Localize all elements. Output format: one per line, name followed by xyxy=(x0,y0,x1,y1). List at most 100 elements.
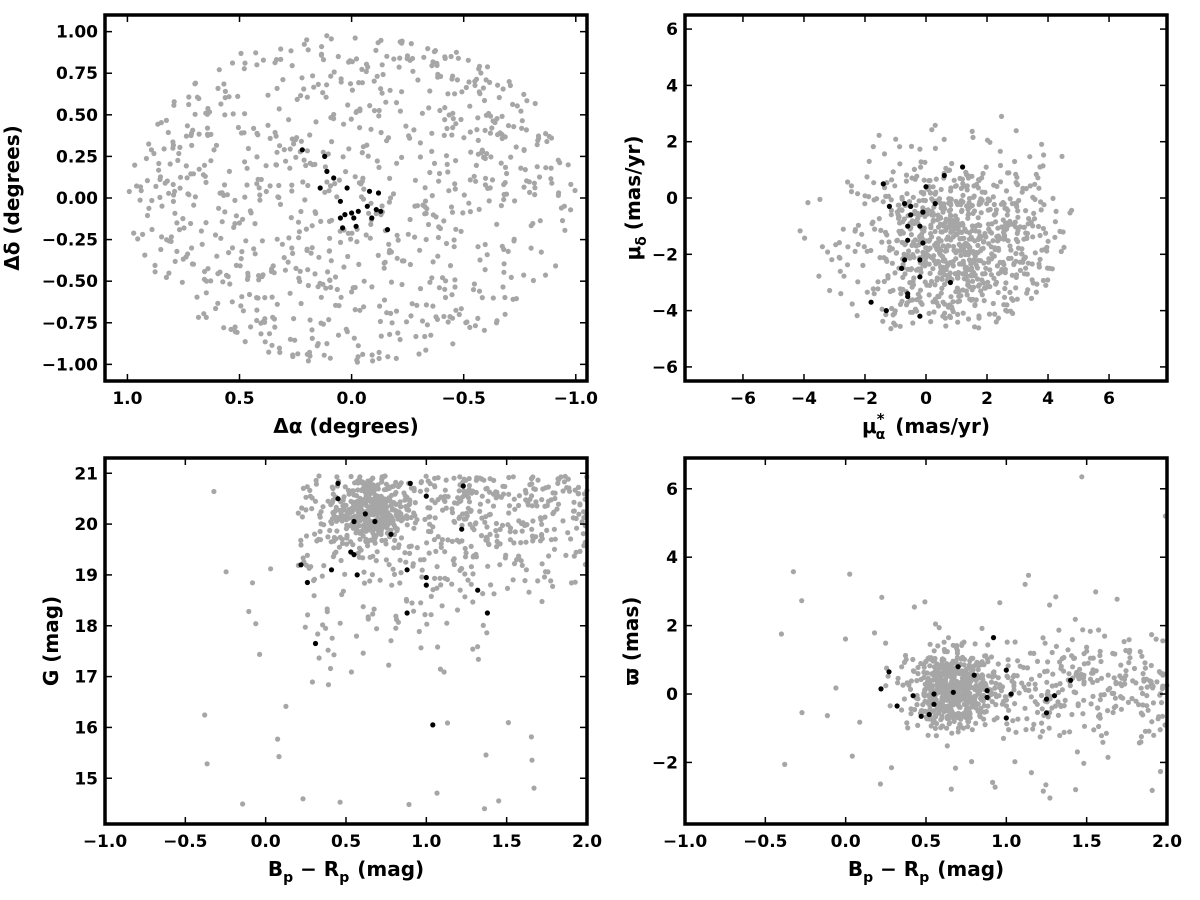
field-star-point xyxy=(153,183,159,189)
field-star-point xyxy=(436,285,442,291)
field-star-point xyxy=(1002,270,1008,276)
field-star-point xyxy=(502,164,509,170)
field-star-point xyxy=(527,482,533,488)
member-star-point xyxy=(941,172,947,179)
field-star-point xyxy=(287,336,293,342)
field-star-point xyxy=(330,491,336,497)
field-star-point xyxy=(359,480,365,486)
field-star-point xyxy=(393,489,399,496)
field-star-point xyxy=(1036,185,1042,191)
field-star-point xyxy=(501,246,507,252)
field-star-point xyxy=(915,722,921,729)
field-star-point xyxy=(269,294,275,300)
field-star-point xyxy=(1002,205,1008,211)
field-star-point xyxy=(429,497,435,503)
field-star-point xyxy=(254,154,260,160)
field-star-point xyxy=(914,702,920,708)
field-star-point xyxy=(1142,665,1148,671)
field-star-point xyxy=(825,249,831,255)
field-star-point xyxy=(979,175,985,181)
field-star-point xyxy=(478,70,484,76)
field-star-point xyxy=(170,181,176,188)
field-star-point xyxy=(222,88,228,94)
field-star-point xyxy=(233,213,239,219)
member-star-point xyxy=(886,669,892,675)
field-star-point xyxy=(422,516,428,523)
field-star-point xyxy=(1008,308,1014,314)
field-star-point xyxy=(387,175,393,181)
field-star-point xyxy=(486,198,492,204)
field-star-point xyxy=(536,135,542,141)
field-star-point xyxy=(321,352,327,358)
field-star-point xyxy=(552,536,558,542)
field-star-point xyxy=(1113,679,1119,686)
field-star-point xyxy=(397,336,403,343)
field-star-point xyxy=(330,497,336,503)
field-star-point xyxy=(986,241,992,247)
field-star-point xyxy=(929,127,935,133)
field-star-point xyxy=(534,503,540,509)
member-star-point xyxy=(423,493,429,499)
field-star-point xyxy=(1004,308,1010,314)
field-star-point xyxy=(374,158,380,164)
field-star-point xyxy=(574,525,580,531)
field-star-point xyxy=(361,278,367,284)
field-star-point xyxy=(434,564,440,570)
field-star-point xyxy=(448,53,454,60)
member-star-point xyxy=(388,531,394,537)
y-axis-label: Δδ (degrees) xyxy=(0,125,24,271)
field-star-point xyxy=(361,580,368,586)
field-star-point xyxy=(926,292,932,298)
field-star-point xyxy=(319,573,325,579)
field-star-point xyxy=(1001,236,1007,242)
field-star-point xyxy=(552,490,558,496)
field-star-point xyxy=(303,162,309,169)
field-star-point xyxy=(540,486,546,492)
field-star-point xyxy=(1061,668,1067,674)
field-star-point xyxy=(464,489,470,495)
field-star-point xyxy=(1148,662,1154,669)
field-star-point xyxy=(262,316,268,322)
field-star-point xyxy=(955,275,961,281)
field-star-point xyxy=(357,529,364,535)
field-star-point xyxy=(498,494,504,500)
field-star-point xyxy=(1037,734,1043,740)
field-star-point xyxy=(1040,163,1046,169)
field-star-point xyxy=(374,73,380,79)
field-star-point xyxy=(895,680,901,686)
field-star-point xyxy=(1023,265,1029,271)
field-star-point xyxy=(881,151,888,157)
field-star-point xyxy=(1105,754,1111,760)
field-star-point xyxy=(555,480,561,486)
field-star-point xyxy=(1001,201,1007,207)
field-star-point xyxy=(278,56,284,63)
field-star-point xyxy=(1055,699,1061,705)
member-star-point xyxy=(404,610,410,616)
field-star-point xyxy=(997,162,1004,169)
field-star-point xyxy=(444,576,450,583)
field-star-point xyxy=(550,583,556,590)
field-star-point xyxy=(528,734,535,740)
field-star-point xyxy=(495,82,501,88)
field-star-point xyxy=(388,249,394,255)
field-star-point xyxy=(227,281,233,287)
field-star-point xyxy=(423,302,429,308)
field-star-point xyxy=(398,535,405,541)
field-star-point xyxy=(797,228,803,234)
field-star-point xyxy=(506,503,513,509)
field-star-point xyxy=(871,197,877,203)
field-star-point xyxy=(305,358,311,364)
field-star-point xyxy=(1025,260,1031,266)
field-star-point xyxy=(436,178,442,184)
field-star-point xyxy=(370,526,376,533)
field-star-point xyxy=(166,190,172,196)
field-star-point xyxy=(457,499,463,505)
field-star-point xyxy=(404,505,410,511)
field-star-point xyxy=(216,67,222,73)
field-star-point xyxy=(454,77,460,83)
field-star-point xyxy=(802,235,808,241)
field-star-point xyxy=(470,599,476,605)
field-star-point xyxy=(323,94,329,100)
field-star-point xyxy=(572,187,578,194)
field-star-point xyxy=(906,248,912,254)
